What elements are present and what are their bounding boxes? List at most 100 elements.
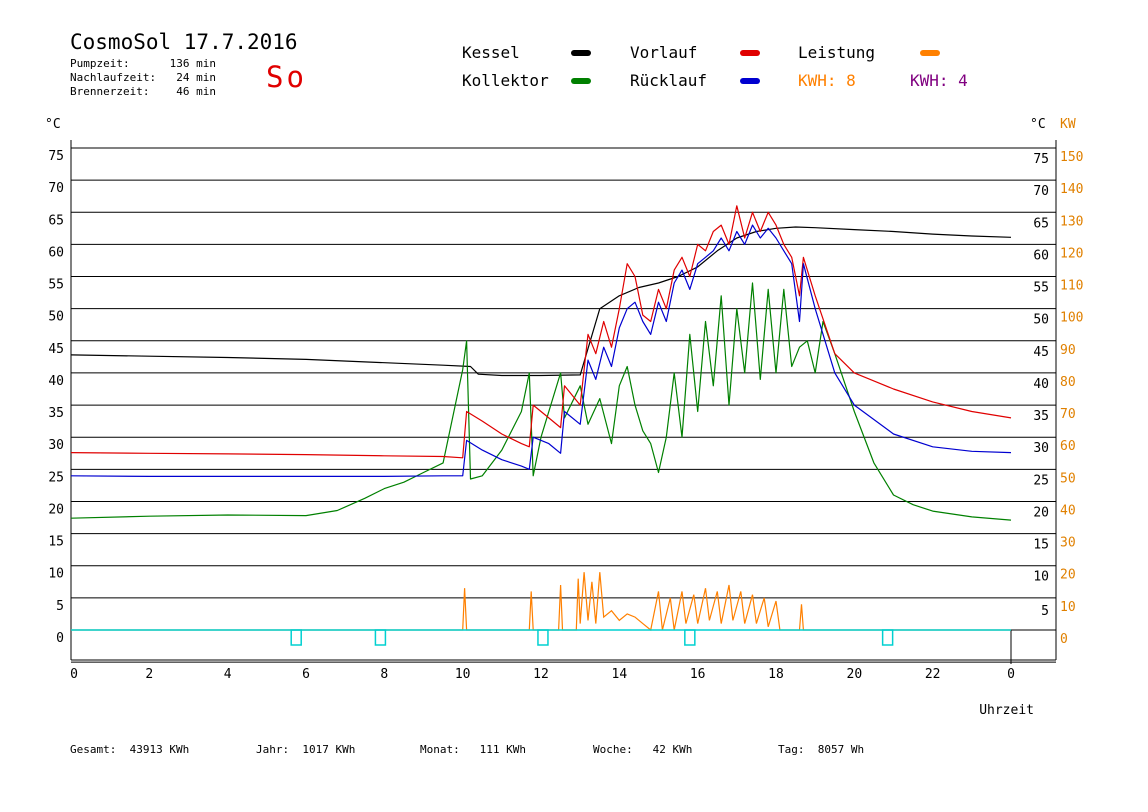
y-tick-label-left: 15 xyxy=(48,535,64,550)
y2-tick-label: 0 xyxy=(1060,632,1068,647)
x-tick-label: 4 xyxy=(224,667,232,682)
y-tick-label-left: 75 xyxy=(48,149,64,164)
y-tick-label-right: 25 xyxy=(1033,473,1049,488)
stat-pumpzeit: Pumpzeit: 136 min xyxy=(70,57,216,70)
x-tick-label: 10 xyxy=(455,667,471,682)
y2-tick-label: 80 xyxy=(1060,375,1076,390)
y2-tick-label: 150 xyxy=(1060,150,1083,165)
legend-leistung-swatch xyxy=(920,50,940,56)
y-tick-label-right: 45 xyxy=(1033,345,1049,360)
x-tick-label: 14 xyxy=(612,667,628,682)
pump-marker xyxy=(537,629,549,646)
x-tick-label: 2 xyxy=(145,667,153,682)
y2-tick-label: 100 xyxy=(1060,311,1083,326)
stat-nachlaufzeit: Nachlaufzeit: 24 min xyxy=(70,71,216,84)
series-line-kessel xyxy=(70,226,1012,377)
y2-tick-label: 120 xyxy=(1060,246,1083,261)
y-tick-label-right: 40 xyxy=(1033,377,1049,392)
y-tick-label-left: 65 xyxy=(48,213,64,228)
series-line-vorlauf xyxy=(70,205,1012,459)
stat-brennerzeit: Brennerzeit: 46 min xyxy=(70,85,216,98)
legend-vorlauf-swatch xyxy=(740,50,760,56)
y-tick-label-right: 65 xyxy=(1033,216,1049,231)
x-tick-label: 16 xyxy=(690,667,706,682)
y2-tick-label: 110 xyxy=(1060,279,1083,294)
y-tick-label-left: 10 xyxy=(48,567,64,582)
y-tick-label-right: 55 xyxy=(1033,281,1049,296)
y2-tick-label: 10 xyxy=(1060,600,1076,615)
x-tick-label: 20 xyxy=(847,667,863,682)
y2-tick-label: 40 xyxy=(1060,503,1076,518)
y-tick-label-left: 40 xyxy=(48,374,64,389)
legend-ruecklauf: Rücklauf xyxy=(630,71,708,90)
series-line-rücklauf xyxy=(70,224,1012,477)
footer-woche: Woche: 42 KWh xyxy=(593,743,693,756)
y2-tick-label: 20 xyxy=(1060,568,1076,583)
x-tick-label: 22 xyxy=(925,667,941,682)
footer-tag: Tag: 8057 Wh xyxy=(778,743,865,756)
pump-marker xyxy=(290,629,302,646)
footer-jahr: Jahr: 1017 KWh xyxy=(256,743,356,756)
series-line-kollektor xyxy=(70,282,1012,521)
y-tick-label-left: 0 xyxy=(56,631,64,646)
chart-title: CosmoSol 17.7.2016 xyxy=(70,30,298,54)
y-tick-label-left: 20 xyxy=(48,502,64,517)
y-tick-label-right: 60 xyxy=(1033,248,1049,263)
y-tick-label-left: 30 xyxy=(48,438,64,453)
legend-kwh-1: KWH: 8 xyxy=(798,71,856,90)
y-tick-label-left: 25 xyxy=(48,470,64,485)
y-axis-unit-left: °C xyxy=(45,117,61,132)
x-tick-label: 0 xyxy=(1007,667,1015,682)
y2-axis-unit: KW xyxy=(1060,117,1076,132)
grid xyxy=(71,147,1056,663)
legend-kollektor-swatch xyxy=(571,78,591,84)
pump-marker xyxy=(881,629,894,646)
series-lines xyxy=(70,205,1012,646)
y-tick-label-left: 50 xyxy=(48,310,64,325)
pump-marker xyxy=(374,629,387,646)
y2-tick-label: 90 xyxy=(1060,343,1076,358)
x-tick-label: 0 xyxy=(70,667,78,682)
y-tick-label-right: 30 xyxy=(1033,441,1049,456)
x-axis-title: Uhrzeit xyxy=(979,703,1034,718)
x-tick-label: 8 xyxy=(380,667,388,682)
legend-leistung: Leistung xyxy=(798,43,876,62)
footer-monat: Monat: 111 KWh xyxy=(420,743,526,756)
x-tick-label: 18 xyxy=(768,667,784,682)
y-tick-label-left: 55 xyxy=(48,278,64,293)
y-tick-label-left: 70 xyxy=(48,181,64,196)
x-tick-label: 12 xyxy=(533,667,549,682)
y-tick-label-right: 20 xyxy=(1033,505,1049,520)
legend-vorlauf: Vorlauf xyxy=(630,43,698,62)
legend-kessel-swatch xyxy=(571,50,591,56)
pump-marker xyxy=(684,629,696,646)
y-tick-label-left: 45 xyxy=(48,342,64,357)
series-line-leistung xyxy=(71,572,1011,632)
y-axis-unit-right: °C xyxy=(1030,117,1046,132)
y-tick-label-right: 10 xyxy=(1033,570,1049,585)
y-tick-label-right: 35 xyxy=(1033,409,1049,424)
weekday-label: So xyxy=(266,60,307,94)
y2-tick-label: 60 xyxy=(1060,439,1076,454)
legend-ruecklauf-swatch xyxy=(740,78,760,84)
footer-gesamt: Gesamt: 43913 KWh xyxy=(70,743,190,756)
y-tick-label-right: 50 xyxy=(1033,313,1049,328)
legend-kollektor: Kollektor xyxy=(462,71,549,90)
axes xyxy=(70,140,1057,664)
y-tick-label-right: 70 xyxy=(1033,184,1049,199)
y-tick-label-left: 60 xyxy=(48,245,64,260)
legend-kessel: Kessel xyxy=(462,43,520,62)
y-tick-label-left: 35 xyxy=(48,406,64,421)
y2-tick-label: 130 xyxy=(1060,214,1083,229)
y-tick-label-right: 5 xyxy=(1041,604,1049,619)
ticks: 0510152025303540455055606570755101520253… xyxy=(45,117,1083,718)
y2-tick-label: 70 xyxy=(1060,407,1076,422)
y2-tick-label: 140 xyxy=(1060,182,1083,197)
y-tick-label-right: 15 xyxy=(1033,538,1049,553)
y-tick-label-left: 5 xyxy=(56,599,64,614)
legend-kwh-2: KWH: 4 xyxy=(910,71,968,90)
x-tick-label: 6 xyxy=(302,667,310,682)
y-tick-label-right: 75 xyxy=(1033,152,1049,167)
y2-tick-label: 50 xyxy=(1060,471,1076,486)
